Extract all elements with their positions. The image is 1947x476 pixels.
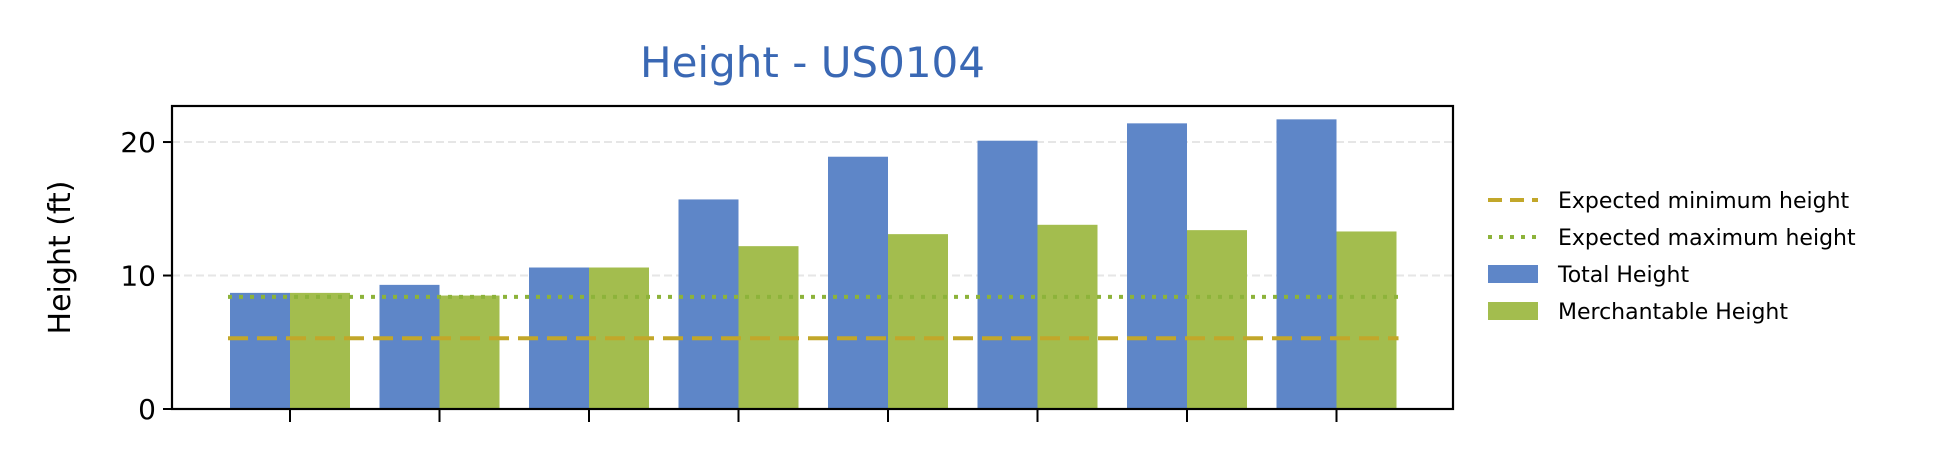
reference-lines-layer: [228, 294, 1399, 341]
bar-total-height: [230, 292, 290, 409]
chart-title: Height - US0104: [640, 38, 985, 87]
bars-layer: [230, 119, 1397, 410]
y-tick-label: 10: [120, 260, 156, 293]
y-axis-label: Height (ft): [43, 181, 78, 335]
bar-merchantable-height: [888, 234, 948, 409]
legend-total-height-label: Total Height: [1557, 263, 1689, 288]
legend-merchantable-height-label: Merchantable Height: [1558, 300, 1788, 325]
bar-merchantable-height: [439, 295, 500, 409]
bar-total-height: [678, 199, 739, 409]
bar-merchantable-height: [1187, 230, 1247, 409]
bar-total-height: [1127, 123, 1187, 410]
y-tick-label: 20: [120, 126, 156, 159]
bar-merchantable-height: [1336, 231, 1397, 409]
bar-total-height: [379, 284, 440, 409]
axes-layer: 0 10 20: [120, 126, 1338, 426]
bar-merchantable-height: [738, 246, 799, 409]
bar-merchantable-height: [290, 292, 350, 409]
bar-merchantable-height: [1037, 224, 1098, 409]
bar-total-height: [977, 140, 1038, 410]
bar-total-height: [1276, 119, 1337, 409]
plot-frame: [170, 104, 1455, 411]
legend-expected-minimum-label: Expected minimum height: [1558, 189, 1850, 214]
bar-total-height: [828, 156, 888, 409]
legend: Expected minimum height Expected maximum …: [1488, 189, 1856, 325]
legend-merchantable-height-swatch: [1488, 302, 1538, 320]
legend-total-height-swatch: [1488, 265, 1538, 283]
y-tick-label: 0: [138, 393, 156, 426]
grid-layer: [172, 141, 1453, 277]
legend-expected-maximum-label: Expected maximum height: [1558, 226, 1856, 251]
